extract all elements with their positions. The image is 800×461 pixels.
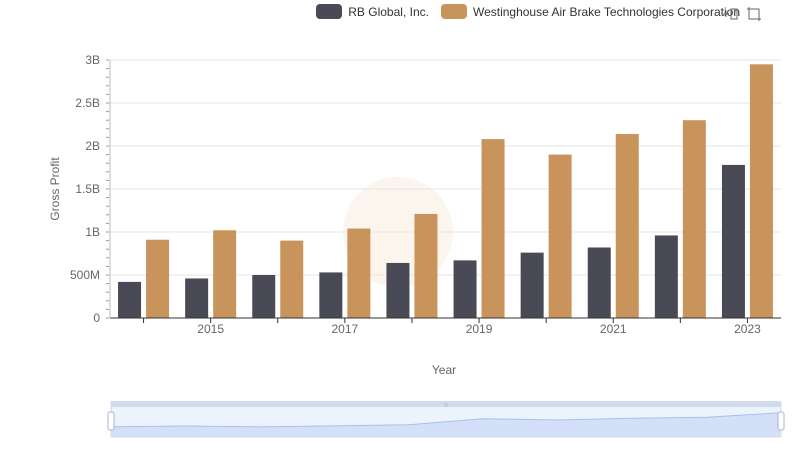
y-tick-label: 3B <box>85 53 100 67</box>
x-tick-label: 2019 <box>466 322 493 336</box>
bar-wabtec-2016[interactable] <box>280 240 304 318</box>
bar-rb-global-2023[interactable] <box>721 164 745 318</box>
legend-label: RB Global, Inc. <box>348 4 429 19</box>
bar-wabtec-2021[interactable] <box>615 133 639 318</box>
legend-swatch <box>316 4 343 19</box>
bar-wabtec-2020[interactable] <box>548 154 572 318</box>
y-axis-ticks: 0 500M 1B 1.5B 2B 2.5B 3B <box>70 53 109 325</box>
legend: RB Global, Inc. Westinghouse Air Brake T… <box>316 4 740 19</box>
data-zoom-right-handle[interactable] <box>777 411 785 431</box>
legend-label: Westinghouse Air Brake Technologies Corp… <box>472 4 740 19</box>
bar-rb-global-2019[interactable] <box>453 260 477 318</box>
restore-icon[interactable] <box>746 6 762 22</box>
data-zoom-grip: ≡ <box>444 403 448 409</box>
y-tick-label: 1.5B <box>75 182 100 196</box>
data-zoom-line <box>110 412 782 428</box>
zoom-icon[interactable] <box>722 6 738 22</box>
data-zoom-top-bar[interactable] <box>111 401 781 407</box>
bar-rb-global-2016[interactable] <box>252 275 276 318</box>
y-tick-label: 500M <box>70 268 100 282</box>
y-axis-label: Gross Profit <box>48 157 62 221</box>
bar-rb-global-2020[interactable] <box>520 252 544 318</box>
bar-rb-global-2018[interactable] <box>386 262 410 318</box>
bar-rb-global-2015[interactable] <box>185 278 209 318</box>
data-zoom-window[interactable] <box>111 402 781 437</box>
x-tick-label: 2021 <box>600 322 627 336</box>
x-tick-label: 2017 <box>331 322 358 336</box>
x-tick-label: 2023 <box>734 322 761 336</box>
x-axis-label: Year <box>432 363 456 377</box>
bar-wabtec-2014[interactable] <box>146 239 170 318</box>
y-tick-label: 1B <box>85 225 100 239</box>
bar-rb-global-2017[interactable] <box>319 272 343 318</box>
y-tick-label: 2.5B <box>75 96 100 110</box>
bar-wabtec-2015[interactable] <box>213 230 237 318</box>
bar-rb-global-2021[interactable] <box>587 247 611 318</box>
axes <box>109 60 781 319</box>
legend-swatch <box>440 4 467 19</box>
toolbox <box>722 6 762 22</box>
bar-rb-global-2022[interactable] <box>654 235 678 318</box>
y-tick-label: 0 <box>93 311 100 325</box>
bar-wabtec-2019[interactable] <box>481 139 505 318</box>
bar-rb-global-2014[interactable] <box>118 281 142 318</box>
data-zoom-left-handle[interactable] <box>107 411 115 431</box>
x-tick-label: 2015 <box>197 322 224 336</box>
bar-wabtec-2023[interactable] <box>749 64 773 318</box>
bar-wabtec-2022[interactable] <box>682 120 706 318</box>
legend-item-rb-global[interactable]: RB Global, Inc. <box>316 4 429 19</box>
x-axis-ticks: 2015 2017 2019 2021 2023 <box>143 318 761 336</box>
bars <box>118 64 773 318</box>
bar-wabtec-2018[interactable] <box>414 213 438 318</box>
bar-wabtec-2017[interactable] <box>347 228 371 318</box>
y-tick-label: 2B <box>85 139 100 153</box>
data-zoom-slider[interactable]: ≡ <box>107 401 785 438</box>
legend-item-wabtec[interactable]: Westinghouse Air Brake Technologies Corp… <box>440 4 740 19</box>
